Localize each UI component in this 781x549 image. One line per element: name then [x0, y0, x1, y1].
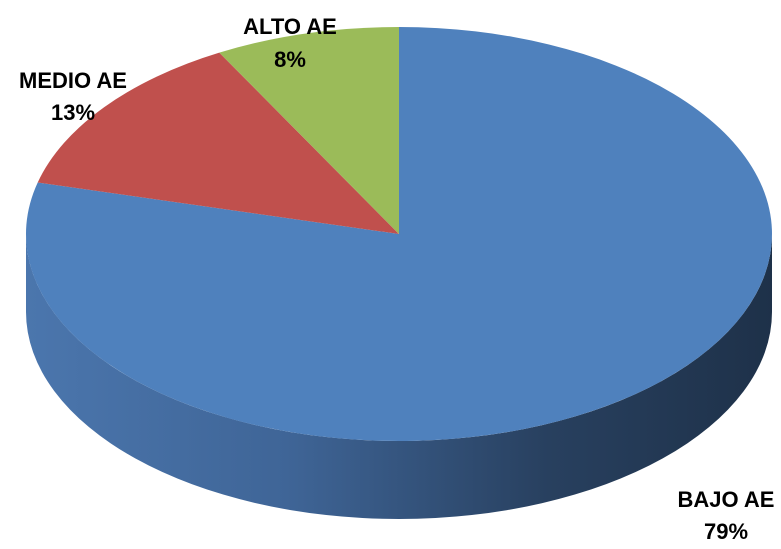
slice-label-value: 79%: [704, 519, 748, 544]
pie-side-wall: [26, 234, 772, 519]
slice-label-name: MEDIO AE: [19, 68, 127, 93]
slice-label-value: 8%: [274, 47, 306, 72]
slice-label-name: ALTO AE: [243, 14, 337, 39]
pie-slice: [219, 27, 399, 234]
slice-label-value: 13%: [51, 100, 95, 125]
pie-slice: [25, 27, 772, 442]
slice-label-name: BAJO AE: [678, 487, 775, 512]
pie-slice: [37, 52, 400, 234]
